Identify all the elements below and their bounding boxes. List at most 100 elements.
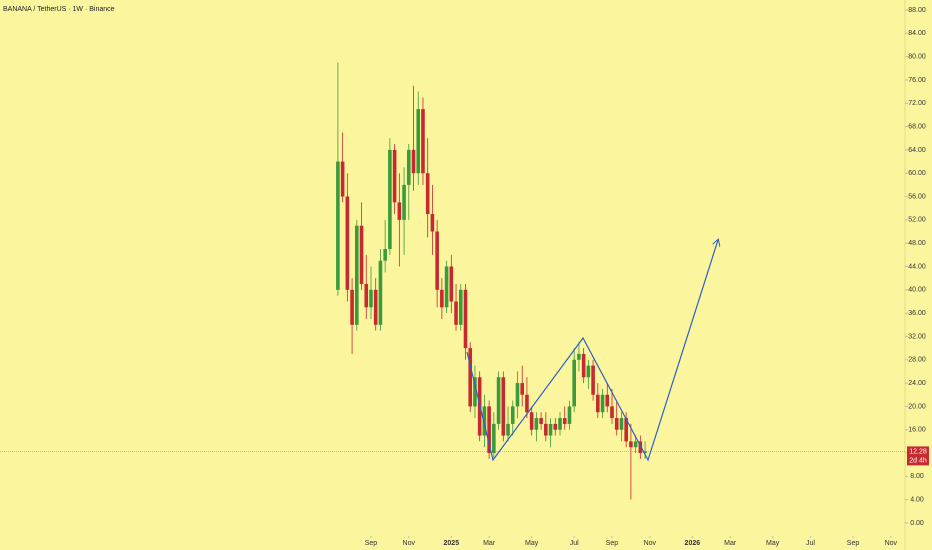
candle-body (355, 225, 359, 325)
candle-body (406, 149, 411, 185)
candle-body (378, 260, 383, 325)
x-tick-label: Sep (365, 540, 378, 547)
y-tick-label: 44.00 (908, 263, 926, 270)
candle-body (501, 377, 506, 436)
candle-body (364, 283, 369, 308)
candle-body (525, 394, 529, 413)
candle-body (482, 406, 487, 436)
candle-body (421, 109, 425, 174)
candle-body (633, 441, 638, 448)
candle-body (336, 161, 340, 290)
y-tick-label: 36.00 (908, 310, 926, 317)
candle-body (449, 266, 454, 302)
x-tick-label: Jul (806, 540, 815, 547)
y-tick-label: 84.00 (908, 30, 926, 37)
y-tick-label: 20.00 (908, 403, 926, 410)
candle-body (397, 202, 402, 220)
candle-body (638, 441, 643, 454)
candle-body (463, 289, 468, 349)
y-tick-label: 68.00 (908, 123, 926, 130)
candle-body (388, 149, 392, 250)
y-tick-label: 16.00 (908, 427, 926, 434)
y-tick-label: 80.00 (908, 53, 926, 60)
y-tick-label: 24.00 (908, 380, 926, 387)
x-tick-label: 2026 (685, 540, 701, 547)
y-tick-label: 0.00 (910, 520, 924, 527)
candle-body (562, 418, 567, 424)
pattern-drawing (466, 240, 718, 462)
candle-body (548, 423, 553, 436)
candle-body (430, 214, 435, 232)
candle-body (629, 441, 633, 448)
candle-body (496, 377, 501, 424)
x-tick-label: May (525, 540, 539, 547)
x-tick-label: Nov (403, 540, 416, 547)
y-tick-label: 52.00 (908, 217, 926, 224)
last-price-label: 12.28 (909, 448, 927, 455)
y-tick-label: 32.00 (908, 333, 926, 340)
x-tick-label: Nov (885, 540, 898, 547)
candle-body (596, 394, 600, 413)
candles (0, 62, 905, 500)
candle-body (402, 184, 406, 220)
candle-body (610, 406, 614, 419)
x-tick-label: Sep (847, 540, 860, 547)
price-tag: 12.28 2d 4h (907, 446, 929, 466)
y-tick-label: 60.00 (908, 170, 926, 177)
candle-body (440, 289, 444, 308)
y-tick-label: 4.00 (910, 497, 924, 504)
candle-body (373, 289, 378, 325)
candle-body (340, 161, 345, 197)
candle-body (345, 196, 350, 290)
candle-body (468, 348, 473, 407)
candle-body (510, 406, 515, 424)
candle-body (529, 412, 534, 430)
candle-body (581, 353, 586, 378)
candle-body (614, 418, 619, 430)
candle-body (392, 149, 397, 203)
x-tick-label: Mar (483, 540, 496, 547)
candle-body (572, 359, 576, 407)
candle-body (435, 231, 439, 290)
candle-body (515, 383, 520, 407)
countdown-label: 2d 4h (909, 457, 927, 464)
candle-body (520, 383, 525, 395)
candle-body (624, 418, 628, 442)
candle-body (567, 406, 572, 424)
candle-body (383, 249, 387, 261)
candle-body (553, 423, 558, 430)
x-tick-label: Mar (724, 540, 737, 547)
x-tick-label: May (766, 540, 780, 547)
candle-body (454, 301, 458, 325)
axes: 0.004.008.0012.0016.0020.0024.0028.0032.… (365, 0, 926, 550)
y-tick-label: 88.00 (908, 7, 926, 14)
y-tick-label: 56.00 (908, 193, 926, 200)
candle-body (558, 418, 562, 430)
chart-title: BANANA / TetherUS · 1W · Binance (3, 6, 115, 13)
x-tick-label: Sep (606, 540, 619, 547)
candle-body (350, 289, 354, 325)
x-tick-label: Nov (644, 540, 657, 547)
candle-body (473, 377, 477, 407)
candle-body (487, 406, 491, 454)
candle-body (369, 289, 373, 308)
candle-body (586, 365, 591, 378)
candle-body (444, 266, 449, 308)
y-tick-label: 40.00 (908, 287, 926, 294)
y-tick-label: 28.00 (908, 357, 926, 364)
candle-body (600, 394, 605, 413)
candle-body (605, 394, 610, 407)
candle-body (539, 418, 543, 424)
candle-body (577, 353, 581, 360)
y-tick-label: 8.00 (910, 473, 924, 480)
candle-body (458, 289, 463, 325)
candle-body (416, 109, 421, 174)
y-tick-label: 64.00 (908, 147, 926, 154)
candle-body (411, 149, 416, 174)
candle-body (619, 418, 624, 430)
candle-body (506, 423, 510, 436)
x-tick-label: Jul (570, 540, 579, 547)
candle-body (643, 451, 647, 454)
